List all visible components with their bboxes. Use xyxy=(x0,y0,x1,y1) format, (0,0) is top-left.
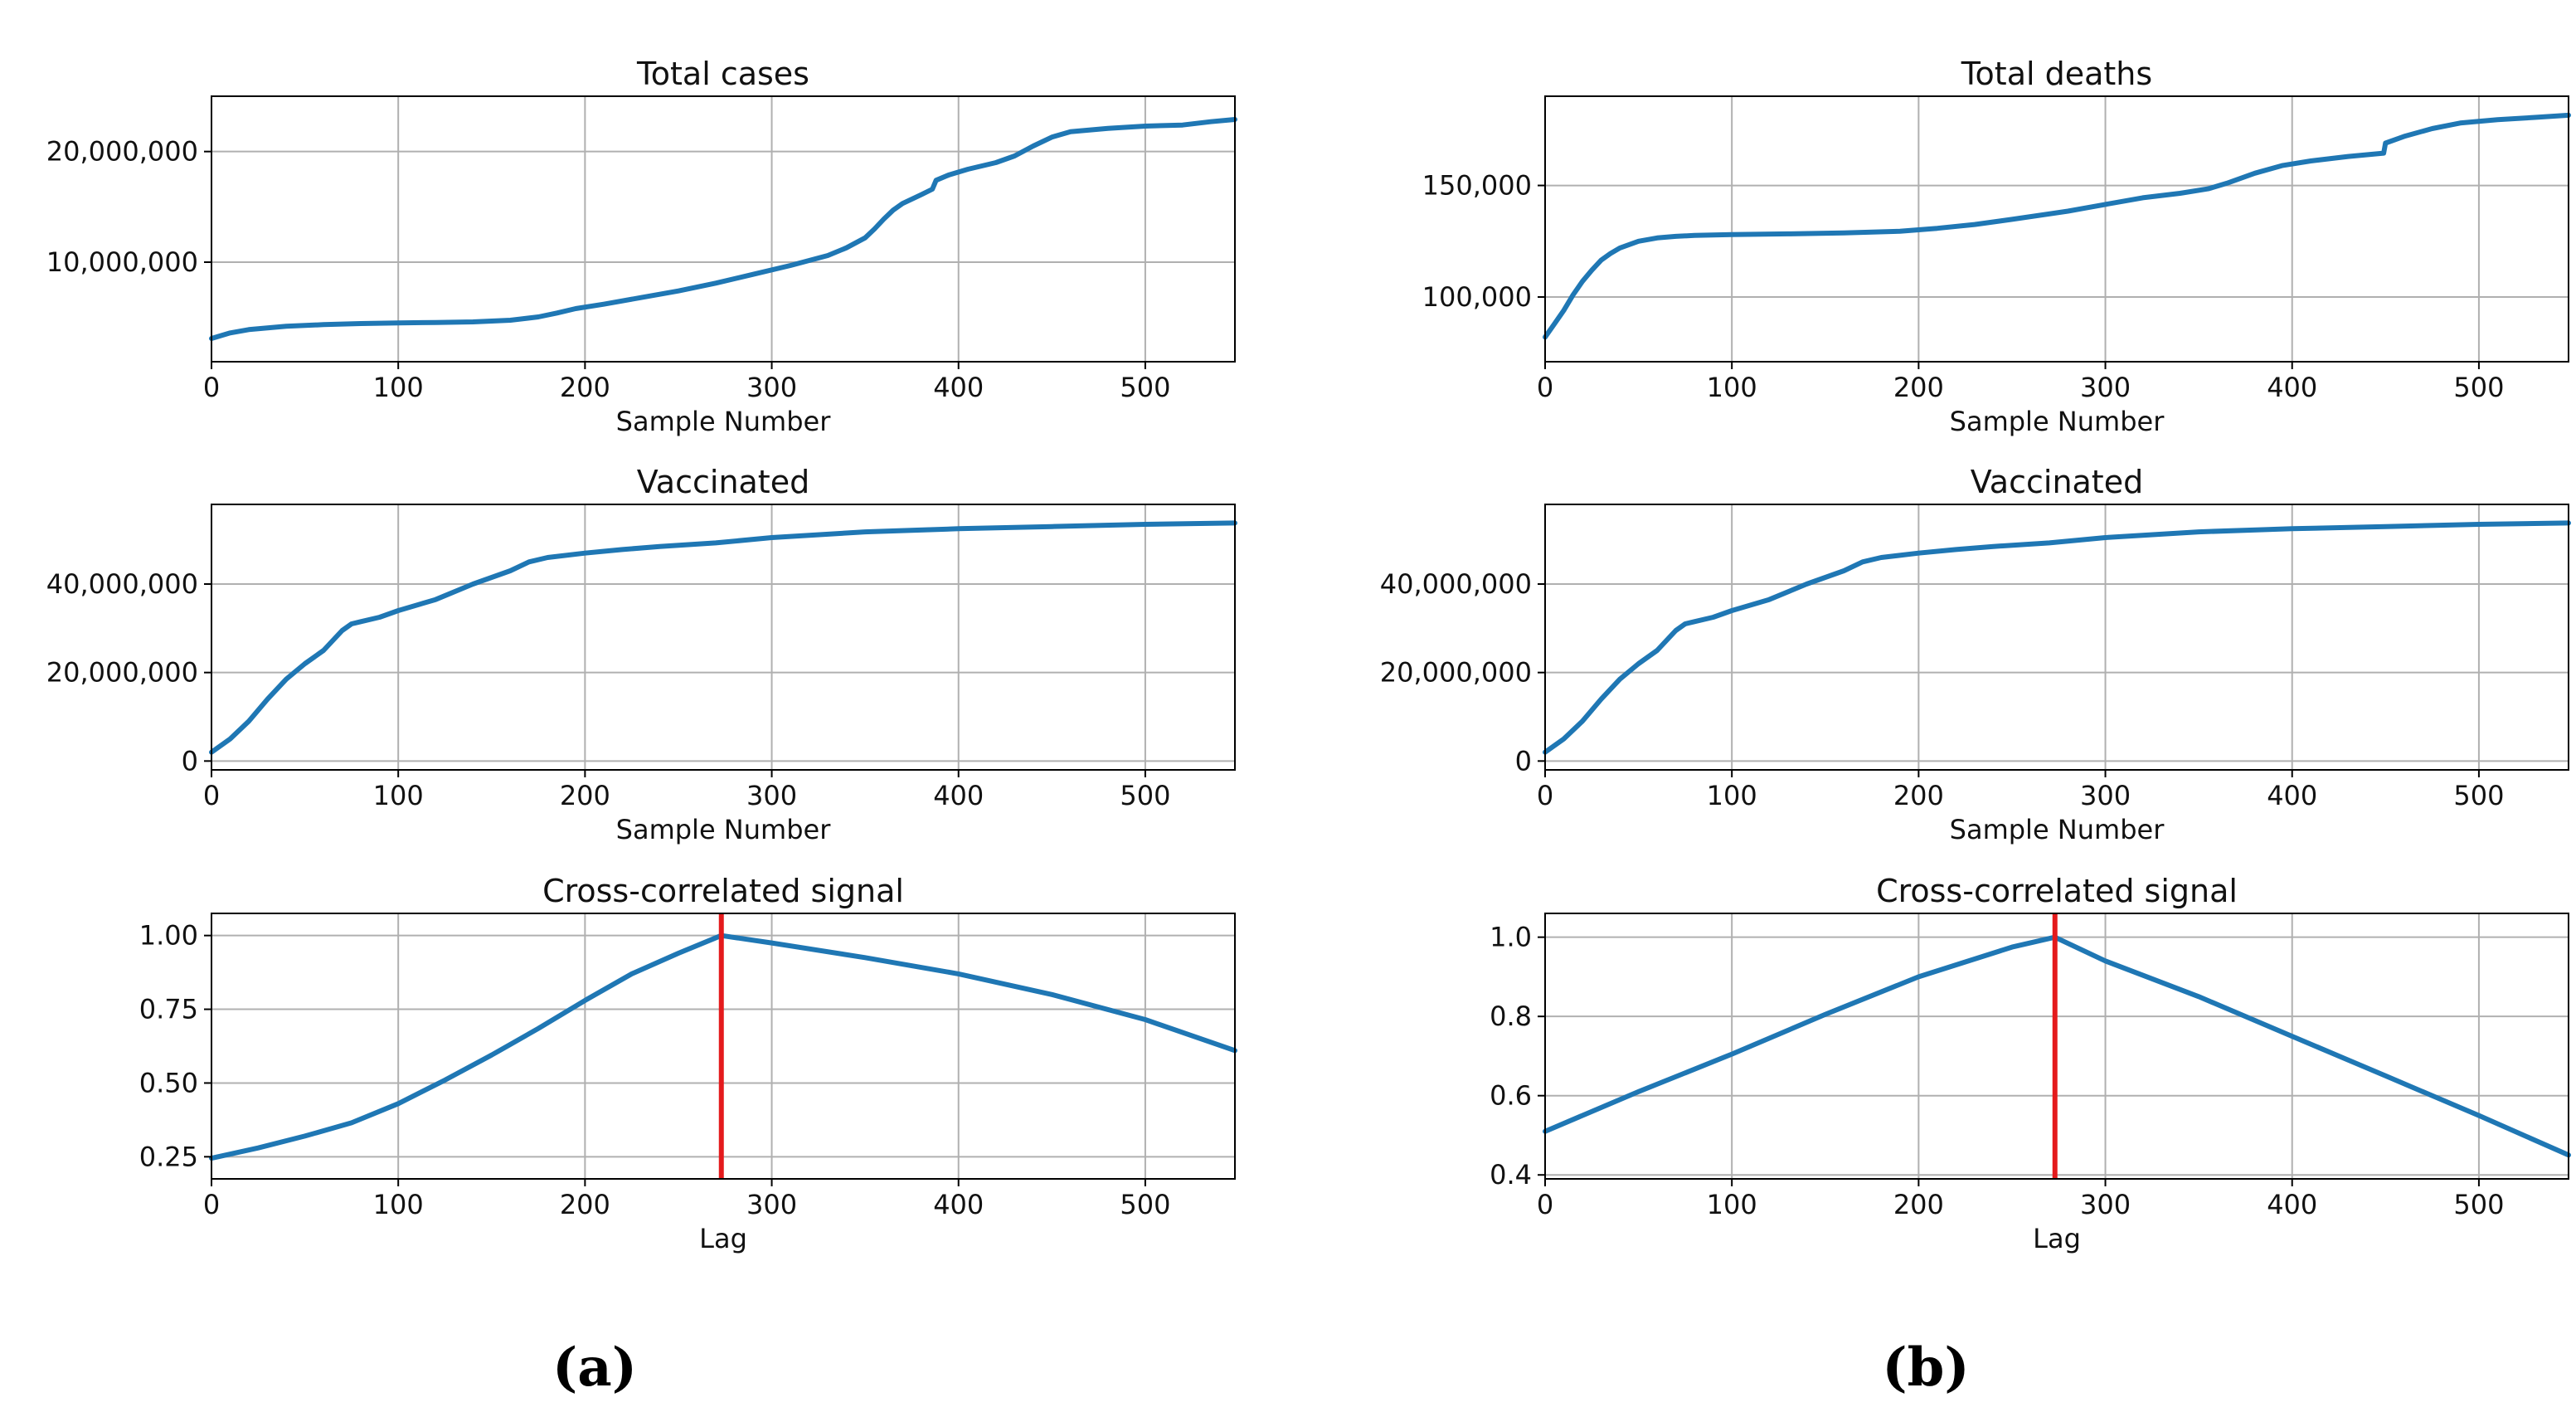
x-tick-label: 0 xyxy=(1537,780,1553,811)
series-line xyxy=(209,932,1237,1161)
y-tick-label: 150,000 xyxy=(1422,170,1532,202)
y-tick-label: 100,000 xyxy=(1422,281,1532,313)
y-tick-label: 40,000,000 xyxy=(1380,568,1532,600)
plot-frame xyxy=(1544,95,2569,363)
y-tick-label: 20,000,000 xyxy=(1380,657,1532,689)
chart-title: Total deaths xyxy=(1961,56,2152,92)
plot-frame xyxy=(211,95,1236,363)
x-axis-label: Sample Number xyxy=(1950,406,2165,437)
x-tick-label: 300 xyxy=(746,780,797,811)
chart-title: Vaccinated xyxy=(637,464,809,500)
chart-2: 0 100 200 300 400 500 100,000 150,000 Total deat… xyxy=(1422,56,2571,437)
x-tick-label: 400 xyxy=(933,780,984,811)
x-tick-label: 300 xyxy=(746,372,797,403)
chart-title: Total cases xyxy=(636,56,809,92)
x-tick-label: 200 xyxy=(1893,780,1944,811)
chart-3: 0 100 200 300 400 500 0 20,000,000 40,000,000 Vac… xyxy=(46,464,1237,845)
series-line xyxy=(1543,520,2571,755)
x-tick-label: 400 xyxy=(2267,372,2317,403)
y-tick-label: 20,000,000 xyxy=(46,657,198,689)
series-line xyxy=(209,117,1237,341)
y-tick-label: 0.25 xyxy=(139,1141,198,1172)
x-tick-label: 200 xyxy=(1893,1189,1944,1220)
x-tick-label: 0 xyxy=(1537,372,1553,403)
y-tick-label: 0.50 xyxy=(139,1067,198,1098)
chart-title: Cross-correlated signal xyxy=(542,873,904,909)
x-tick-label: 100 xyxy=(1707,372,1757,403)
plot-frame xyxy=(211,913,1236,1180)
x-tick-label: 100 xyxy=(373,780,424,811)
chart-6: 0 100 200 300 400 500 0.4 0.6 0.8 1.0 Cross-correl… xyxy=(1490,873,2571,1254)
x-tick-label: 200 xyxy=(560,372,610,403)
x-tick-label: 0 xyxy=(203,780,220,811)
x-axis-label: Sample Number xyxy=(616,814,832,845)
x-axis-label: Lag xyxy=(699,1223,747,1254)
x-tick-label: 200 xyxy=(560,780,610,811)
x-tick-label: 400 xyxy=(2267,780,2317,811)
y-tick-label: 0.4 xyxy=(1490,1159,1532,1190)
y-tick-label: 0.6 xyxy=(1490,1080,1532,1112)
x-tick-label: 300 xyxy=(746,1189,797,1220)
x-tick-label: 200 xyxy=(1893,372,1944,403)
x-tick-label: 300 xyxy=(2080,780,2131,811)
x-tick-label: 100 xyxy=(1707,1189,1757,1220)
x-tick-label: 0 xyxy=(1537,1189,1553,1220)
y-tick-label: 20,000,000 xyxy=(46,136,198,168)
x-tick-label: 500 xyxy=(1120,1189,1170,1220)
chart-title: Vaccinated xyxy=(1971,464,2143,500)
x-tick-label: 500 xyxy=(2453,372,2504,403)
x-tick-label: 200 xyxy=(560,1189,610,1220)
y-tick-label: 10,000,000 xyxy=(46,246,198,278)
plot-frame xyxy=(1544,913,2569,1180)
chart-4: 0 100 200 300 400 500 0 20,000,000 40,000,000 Vac… xyxy=(1380,464,2571,845)
x-tick-label: 100 xyxy=(373,372,424,403)
series-line xyxy=(209,520,1237,755)
x-tick-label: 500 xyxy=(2453,780,2504,811)
x-tick-label: 400 xyxy=(2267,1189,2317,1220)
x-axis-label: Sample Number xyxy=(1950,814,2165,845)
x-tick-label: 500 xyxy=(1120,372,1170,403)
x-tick-label: 0 xyxy=(203,372,220,403)
plot-frame xyxy=(211,504,1236,771)
panel-label-a: (a) xyxy=(552,1337,637,1399)
series-line xyxy=(1543,112,2571,340)
y-tick-label: 0 xyxy=(182,745,198,777)
x-tick-label: 400 xyxy=(933,372,984,403)
y-tick-label: 0.8 xyxy=(1490,1001,1532,1032)
y-tick-label: 1.0 xyxy=(1490,922,1532,953)
x-axis-label: Lag xyxy=(2033,1223,2081,1254)
x-axis-label: Sample Number xyxy=(616,406,832,437)
x-tick-label: 400 xyxy=(933,1189,984,1220)
chart-1: 0 100 200 300 400 500 10,000,000 20,000,000 Tota… xyxy=(46,56,1237,437)
x-tick-label: 500 xyxy=(1120,780,1170,811)
x-tick-label: 300 xyxy=(2080,1189,2131,1220)
x-tick-label: 0 xyxy=(203,1189,220,1220)
y-tick-label: 0 xyxy=(1515,745,1532,777)
plot-frame xyxy=(1544,504,2569,771)
y-tick-label: 0.75 xyxy=(139,994,198,1025)
chart-5: 0 100 200 300 400 500 0.25 0.50 0.75 1.00 Cross-co… xyxy=(139,873,1237,1254)
chart-title: Cross-correlated signal xyxy=(1876,873,2238,909)
panel-label-b: (b) xyxy=(1882,1337,1969,1399)
y-tick-label: 1.00 xyxy=(139,920,198,952)
x-tick-label: 100 xyxy=(373,1189,424,1220)
x-tick-label: 300 xyxy=(2080,372,2131,403)
x-tick-label: 100 xyxy=(1707,780,1757,811)
y-tick-label: 40,000,000 xyxy=(46,568,198,600)
x-tick-label: 500 xyxy=(2453,1189,2504,1220)
